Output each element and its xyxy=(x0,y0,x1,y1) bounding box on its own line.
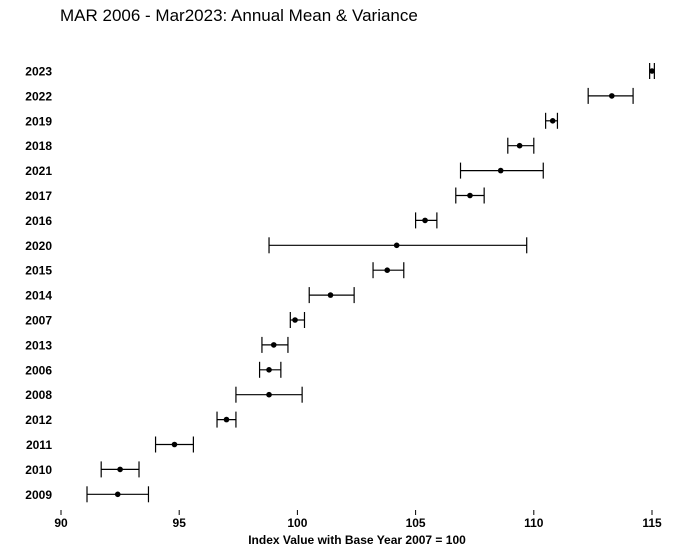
y-tick-label-2020: 2020 xyxy=(25,239,52,253)
errorbar-2014 xyxy=(308,287,355,304)
errorbar-2012 xyxy=(216,411,237,428)
y-tick-label-2007: 2007 xyxy=(25,314,52,328)
errorbar-2010 xyxy=(100,461,140,478)
y-tick-label-2011: 2011 xyxy=(26,438,52,452)
y-tick-label-2012: 2012 xyxy=(25,413,52,427)
mean-point-2007 xyxy=(292,317,298,323)
mean-point-2022 xyxy=(609,93,615,99)
x-axis-title: Index Value with Base Year 2007 = 100 xyxy=(248,533,466,547)
y-tick-label-2023: 2023 xyxy=(25,65,52,79)
mean-point-2019 xyxy=(549,118,556,124)
mean-point-2009 xyxy=(114,491,121,498)
errorbar-2019 xyxy=(545,112,559,129)
y-tick-label-2022: 2022 xyxy=(25,89,52,103)
x-tick-label-90: 90 xyxy=(54,516,68,530)
x-tick-label-115: 115 xyxy=(642,516,662,530)
mean-point-2013 xyxy=(270,342,277,348)
errorbar-2006 xyxy=(258,361,282,378)
errorbar-2009 xyxy=(86,486,150,503)
y-tick-label-2014: 2014 xyxy=(25,289,52,303)
x-tick-label-105: 105 xyxy=(406,516,426,530)
mean-point-2014 xyxy=(327,292,334,298)
mean-point-2017 xyxy=(467,192,473,199)
y-tick-label-2017: 2017 xyxy=(25,189,52,203)
errorbar-2013 xyxy=(261,336,289,353)
x-axis: 90 95 100 105 110 115 xyxy=(54,510,662,530)
errorbar-2023 xyxy=(649,63,655,79)
errorbar-2008 xyxy=(235,386,303,403)
mean-point-2016 xyxy=(422,217,428,224)
mean-point-2012 xyxy=(223,416,230,423)
mean-point-2008 xyxy=(266,391,272,398)
y-tick-label-2016: 2016 xyxy=(25,214,52,228)
y-tick-label-2008: 2008 xyxy=(25,388,52,402)
chart-title: MAR 2006 - Mar2023: Annual Mean & Varian… xyxy=(60,6,418,25)
mean-point-2011 xyxy=(171,441,178,448)
mean-point-2020 xyxy=(393,242,400,249)
y-tick-label-2015: 2015 xyxy=(25,264,52,278)
errorbar-2020 xyxy=(268,237,528,254)
y-tick-label-2018: 2018 xyxy=(25,139,52,153)
y-tick-label-2013: 2013 xyxy=(25,338,52,352)
y-tick-labels: 2023 2022 2019 2018 2021 2017 2016 2020 2015 2014… xyxy=(25,65,52,502)
y-tick-label-2019: 2019 xyxy=(25,114,52,128)
errorbar-2011 xyxy=(154,436,194,453)
errorbar-2022 xyxy=(587,87,634,104)
errorbar-2021 xyxy=(459,162,544,179)
errorbar-2007 xyxy=(289,312,306,328)
errorbar-2015 xyxy=(372,262,405,279)
mean-point-2021 xyxy=(497,167,504,174)
mean-point-2023 xyxy=(649,68,655,74)
mean-point-2018 xyxy=(516,142,523,149)
mean-point-2006 xyxy=(266,367,272,373)
errorbar-2017 xyxy=(455,187,485,204)
x-tick-label-100: 100 xyxy=(287,516,307,530)
mean-point-2015 xyxy=(384,267,391,274)
x-tick-label-110: 110 xyxy=(524,516,544,530)
errorbar-2016 xyxy=(415,212,438,229)
x-tick-label-95: 95 xyxy=(173,516,187,530)
y-tick-label-2006: 2006 xyxy=(25,363,52,377)
y-tick-label-2009: 2009 xyxy=(25,488,52,502)
errorbar-2018 xyxy=(507,137,535,154)
y-tick-label-2010: 2010 xyxy=(25,463,52,477)
mean-point-2010 xyxy=(117,466,123,473)
y-tick-label-2021: 2021 xyxy=(25,164,52,178)
chart-marks xyxy=(86,63,655,503)
